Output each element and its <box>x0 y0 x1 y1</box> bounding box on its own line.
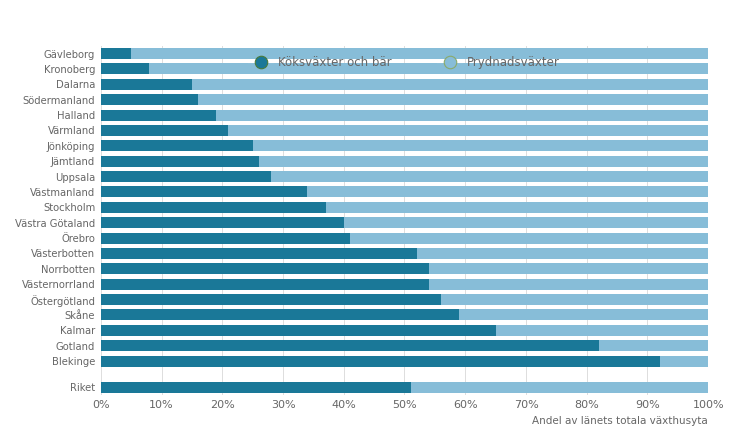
Bar <box>101 279 429 290</box>
Bar <box>101 125 228 136</box>
Bar <box>101 217 344 228</box>
Legend: Köksväxter och bär, Prydnadsväxter: Köksväxter och bär, Prydnadsväxter <box>245 52 565 74</box>
Bar <box>101 94 198 105</box>
Bar <box>101 340 599 351</box>
Bar <box>411 381 708 393</box>
Bar <box>101 140 253 151</box>
Bar <box>198 94 708 105</box>
Bar <box>101 325 496 336</box>
Bar <box>101 171 271 182</box>
Bar <box>101 202 326 213</box>
Bar <box>326 202 708 213</box>
X-axis label: Andel av länets totala växthusyta: Andel av länets totala växthusyta <box>532 416 708 426</box>
Bar <box>101 294 441 305</box>
Bar <box>496 325 708 336</box>
Bar <box>101 310 459 321</box>
Bar <box>429 263 708 274</box>
Bar <box>459 310 708 321</box>
Bar <box>101 248 417 259</box>
Bar <box>217 109 708 120</box>
Bar <box>660 355 708 366</box>
Bar <box>101 232 350 243</box>
Bar <box>344 217 708 228</box>
Bar <box>307 187 708 198</box>
Bar <box>132 48 708 59</box>
Bar <box>599 340 708 351</box>
Bar <box>101 187 307 198</box>
Bar <box>417 248 708 259</box>
Bar <box>101 79 192 90</box>
Bar <box>101 109 217 120</box>
Bar <box>101 263 429 274</box>
Bar <box>149 64 708 75</box>
Bar <box>192 79 708 90</box>
Bar <box>101 64 149 75</box>
Bar <box>429 279 708 290</box>
Bar <box>350 232 708 243</box>
Bar <box>271 171 708 182</box>
Bar <box>101 355 660 366</box>
Bar <box>259 156 708 167</box>
Bar <box>228 125 708 136</box>
Bar <box>101 48 132 59</box>
Bar <box>101 156 259 167</box>
Bar <box>101 381 411 393</box>
Bar <box>441 294 708 305</box>
Bar <box>253 140 708 151</box>
